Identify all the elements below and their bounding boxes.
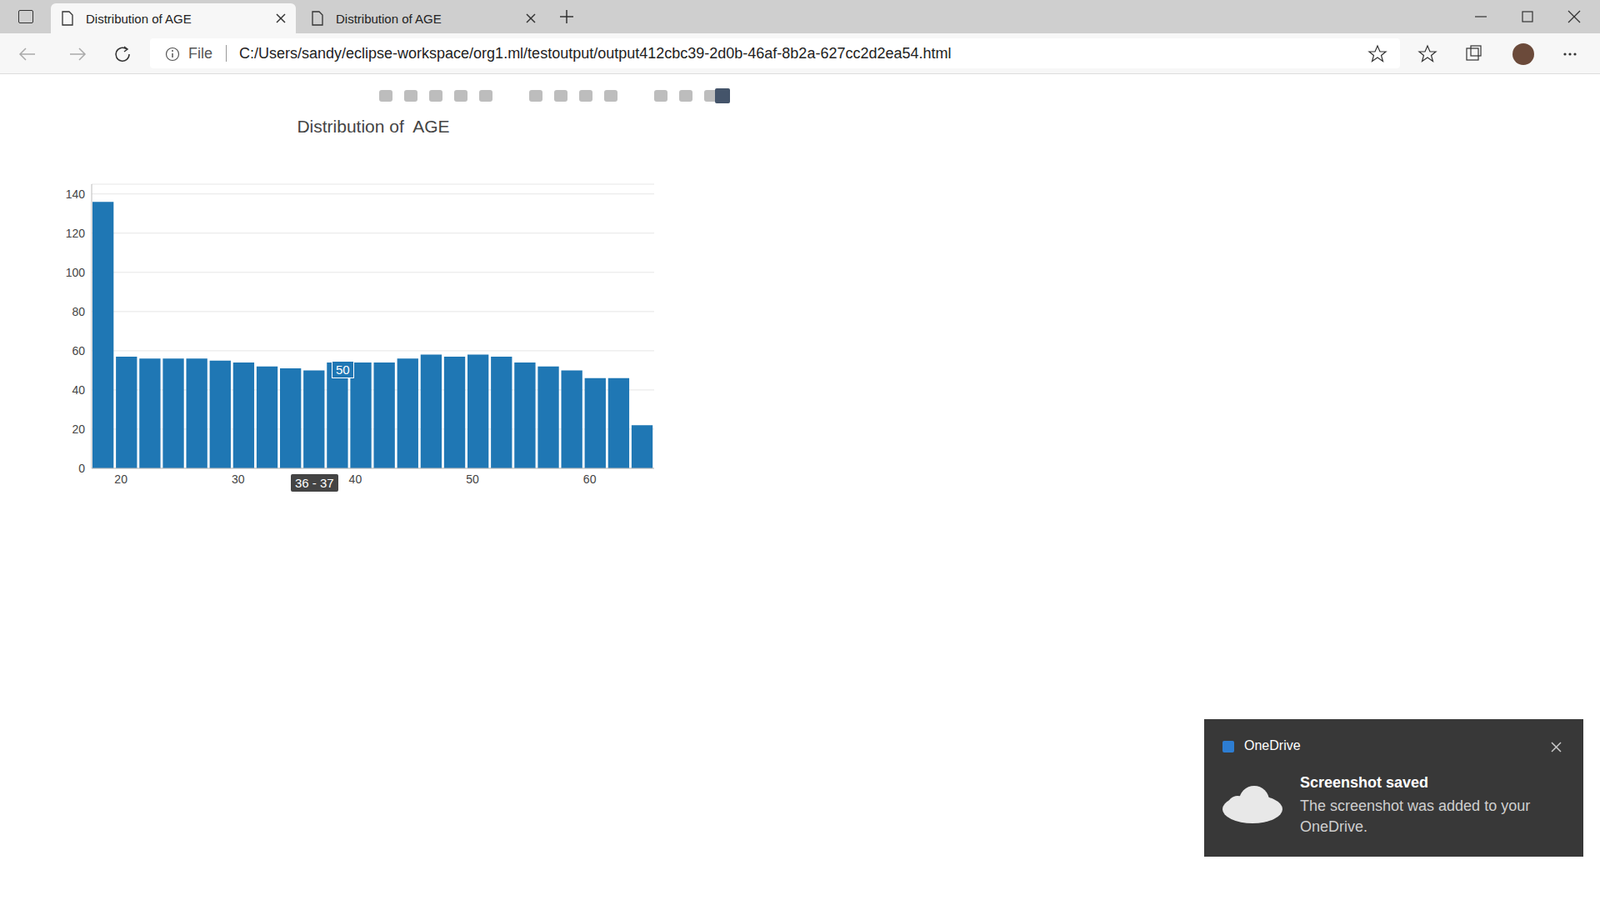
svg-text:50: 50	[465, 472, 480, 486]
svg-text:30: 30	[231, 472, 245, 486]
html-text:Screenshot saved: Screenshot saved	[1300, 774, 1429, 791]
html-text:50: 50	[335, 362, 350, 377]
html-text:36 - 37: 36 - 37	[295, 475, 334, 490]
svg-text:60: 60	[583, 472, 597, 486]
html-text:OneDrive: OneDrive	[1244, 738, 1301, 753]
svg-text:0: 0	[78, 461, 85, 475]
html-text:Distribution of AGE: Distribution of AGE	[85, 11, 192, 26]
svg-text:120: 120	[65, 226, 86, 240]
svg-text:100: 100	[65, 265, 86, 280]
html-text:Distribution of AGE: Distribution of AGE	[297, 116, 450, 136]
svg-text:40: 40	[71, 383, 85, 397]
svg-text:20: 20	[71, 422, 85, 436]
html-text:File: File	[188, 45, 213, 62]
svg-text:80: 80	[71, 305, 85, 319]
svg-text:20: 20	[114, 472, 128, 486]
html-text:The screenshot was added to yo: The screenshot was added to your OneDriv…	[1300, 797, 1531, 835]
svg-text:140: 140	[65, 187, 86, 201]
html-text:C:/Users/sandy/eclipse-workspa: C:/Users/sandy/eclipse-workspace/org1.ml…	[239, 45, 952, 62]
svg-text:60: 60	[71, 344, 85, 358]
html-text:Distribution of AGE: Distribution of AGE	[335, 11, 442, 26]
svg-text:40: 40	[349, 472, 363, 486]
